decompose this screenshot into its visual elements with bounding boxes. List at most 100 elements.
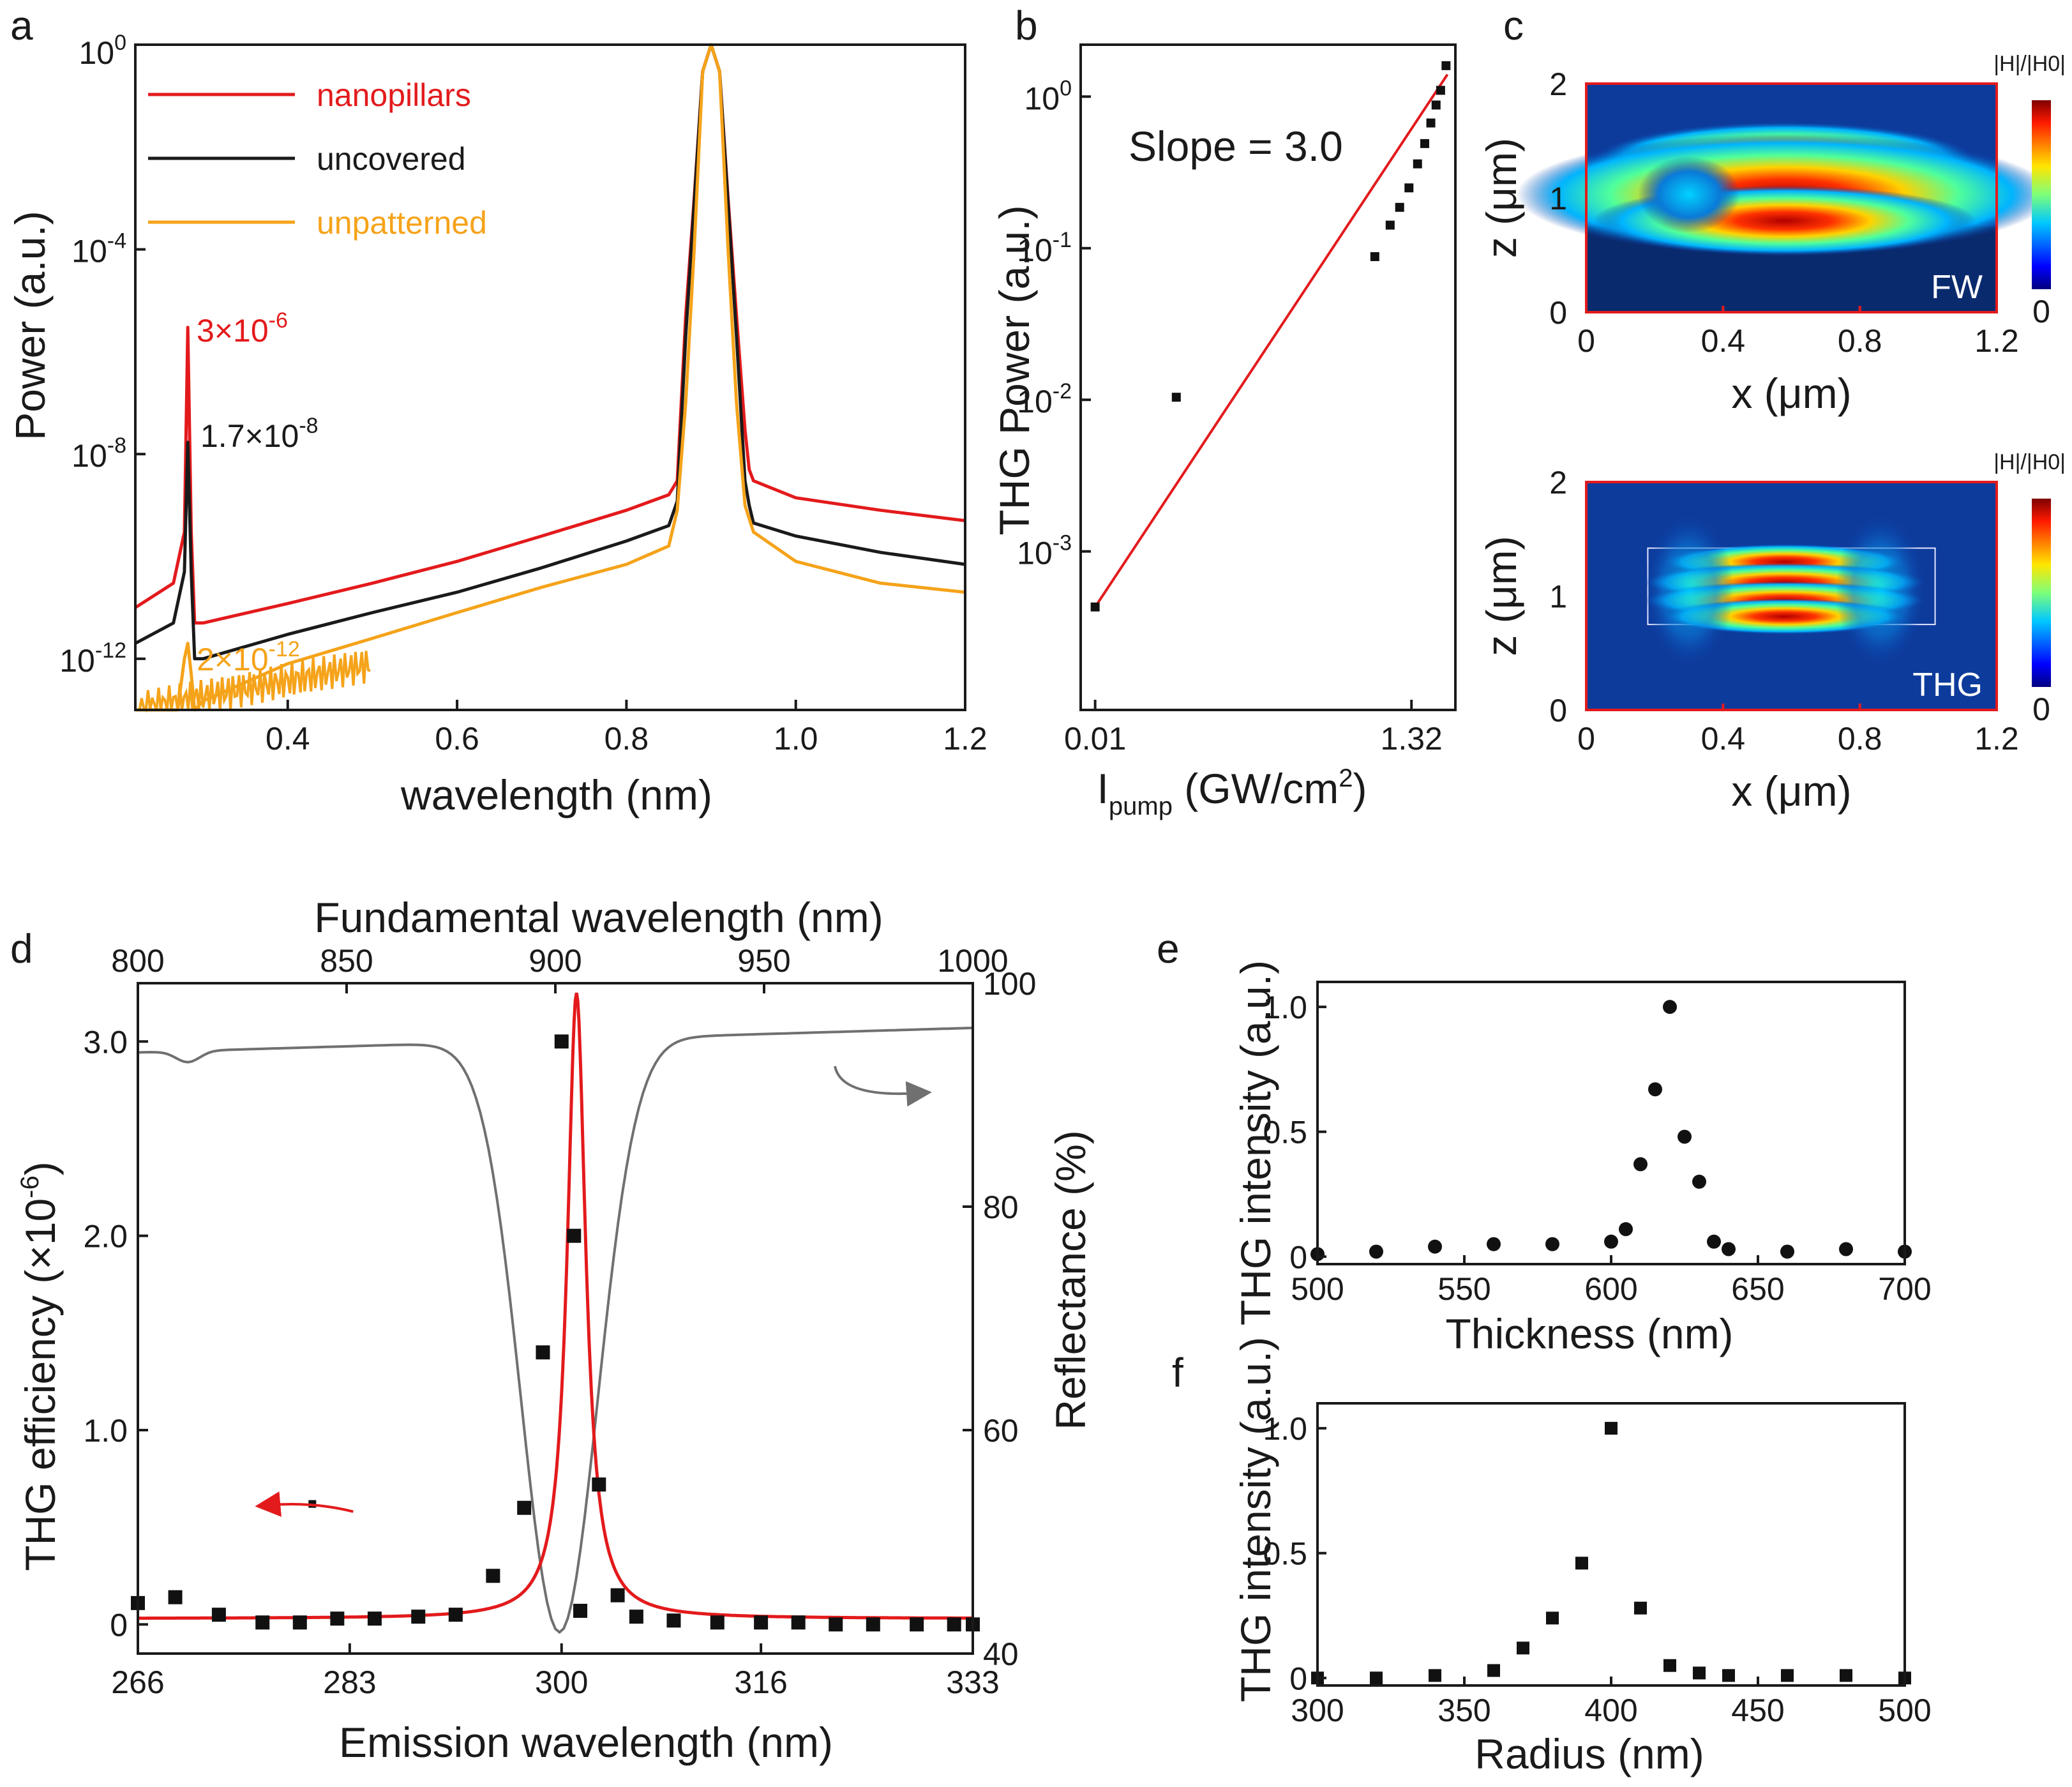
panel-e-point [1369,1244,1383,1259]
panel-b-point [1420,139,1429,148]
panel-d-point [629,1610,643,1624]
panel-c-thg-xtick-label: 0.4 [1701,721,1746,757]
panel-f-point [1781,1669,1794,1682]
panel-e-xlabel: Thickness (nm) [1445,1310,1733,1357]
panel-b-xtick-label: 0.01 [1064,721,1126,757]
panel-a-annotation-red-exp: -6 [269,308,288,333]
panel-f-point [1840,1669,1852,1682]
panel-d-left-arrow [255,1491,354,1517]
panel-c-fw-ytick-label: 2 [1549,66,1567,102]
panel-a-ytick-label-exp: 0 [114,31,126,55]
panel-d-point [292,1615,307,1630]
panel-label-d: d [10,926,33,972]
panel-d-xtick-label: 316 [734,1664,787,1700]
panel-d-point [211,1608,226,1622]
panel-d-point [367,1611,382,1626]
panel-b-ytick-label: 10-1 [1017,228,1072,268]
panel-d-ylabel: THG efficiency (×10-6) [16,1161,64,1571]
panel-d-top-xlabel: Fundamental wavelength (nm) [314,894,883,941]
panel-a-xtick-label: 1.2 [943,721,987,757]
panel-label-f: f [1172,1350,1183,1396]
panel-f-xtick-label: 450 [1731,1693,1784,1728]
panel-f-ylabel: THG intensity (a.u.) [1232,1337,1279,1702]
panel-c-thg-colorbar [2032,499,2051,687]
panel-a-series-uncovered [134,43,966,661]
panel-d-ytick-label: 2.0 [83,1219,128,1255]
panel-f: 300 350 400 450 500 0 0.5 1.0 [1263,1402,1932,1728]
panel-c-fw-xtick-label: 0 [1577,323,1595,359]
panel-d-ylabel-exp: -6 [16,1175,44,1198]
panel-b-point [1370,252,1379,261]
panel-d-fit-curve [138,992,972,1620]
panel-a-ytick-label-exp: -8 [107,434,126,458]
panel-d-point [829,1617,843,1632]
panel-f-point [1605,1422,1618,1435]
panel-a-legend-label: unpatterned [317,205,487,241]
panel-e-xtick-label: 550 [1438,1271,1490,1307]
panel-d-point [910,1617,924,1632]
panel-d-right-ytick-label: 40 [983,1636,1019,1672]
panel-b-ytick-label-base: 10 [1017,384,1053,419]
panel-e-xtick-label: 700 [1878,1271,1931,1307]
panel-d-point [592,1477,606,1492]
panel-label-c: c [1503,3,1524,49]
panel-f-point [1722,1669,1735,1682]
panel-d-reflectance-curve [137,1027,973,1634]
panel-d-right-arrow [834,1066,932,1107]
panel-b-point [1404,183,1414,193]
panel-b-point [1413,159,1422,169]
panel-f-frame [1316,1402,1906,1687]
panel-d-top-xtick-label: 800 [111,943,164,979]
panel-e-point [1648,1082,1662,1097]
panel-a-annotation-black-exp: -8 [299,414,318,438]
panel-c-fw-frame [1585,82,1998,313]
panel-f-point [1693,1666,1706,1680]
panel-b-ytick-label: 10-3 [1017,531,1072,571]
panel-f-point [1370,1671,1383,1685]
panel-d-xtick-label: 333 [946,1664,999,1700]
panel-b-point [1436,86,1445,95]
panel-a-ytick-label: 10-8 [71,434,126,474]
panel-d-point [448,1608,463,1622]
panel-b-point [1441,61,1451,70]
panel-b-xlabel-main: I [1097,765,1109,812]
panel-c-fw-xtick-label: 1.2 [1974,323,2019,359]
panel-d-point [610,1588,625,1602]
panel-label-a: a [10,3,33,49]
panel-e-point [1663,1000,1677,1014]
panel-d-right-ytick-label: 100 [983,966,1036,1002]
panel-b-ytick-label: 100 [1024,76,1072,116]
panel-d-point [710,1615,724,1630]
panel-c-thg-xtick-label: 1.2 [1974,721,2019,757]
panel-d-right-ytick-label: 60 [983,1413,1019,1449]
panel-e: 500 550 600 650 700 0 0.5 1.0 [1263,981,1932,1307]
panel-f-ytick-label: 0 [1289,1661,1307,1696]
panel-c-thg-label: THG [1912,667,1983,704]
panel-e-point [1839,1242,1853,1256]
panel-c-thg-ytick-label: 2 [1549,465,1567,501]
panel-f-xlabel: Radius (nm) [1475,1730,1704,1777]
panel-e-ytick-label: 0 [1289,1239,1307,1275]
panel-b-ytick-label-exp: -2 [1053,379,1072,403]
panel-d-point [486,1569,500,1583]
panel-e-point [1545,1237,1559,1251]
panel-c-fw-label: FW [1931,269,1983,306]
panel-a-ytick-label-base: 10 [71,438,107,474]
panel-d-ylabel-end: ) [17,1161,64,1175]
panel-e-point [1722,1242,1736,1256]
panel-d-xtick-label: 300 [535,1664,588,1700]
panel-d-point [666,1613,681,1628]
panel-a-annotation-black: 1.7×10-8 [200,414,319,454]
panel-a-ylabel: Power (a.u.) [6,211,54,440]
panel-d-point [567,1228,582,1243]
panel-a-legend-label: uncovered [317,141,466,177]
panel-a-xtick-label: 0.4 [266,721,310,757]
panel-b-point [1426,118,1436,128]
panel-f-point [1487,1664,1500,1677]
panel-b-ytick-label-exp: -1 [1053,228,1072,252]
panel-f-point [1634,1601,1647,1615]
panel-d-top-xtick-label: 850 [320,943,373,979]
panel-e-ytick-label: 1.0 [1263,990,1307,1025]
panel-a-xtick-label: 0.8 [604,721,649,757]
